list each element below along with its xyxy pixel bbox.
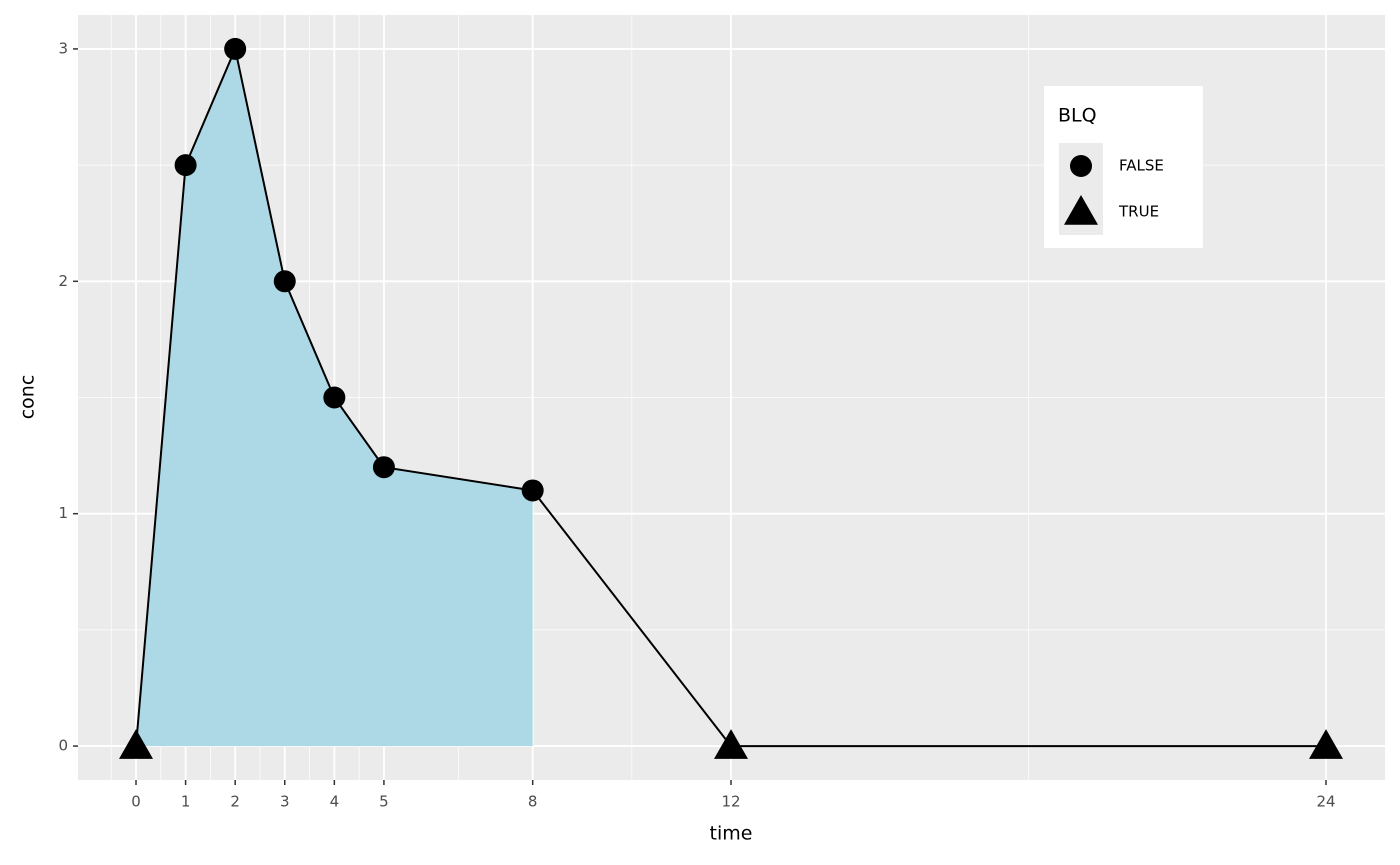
legend-label: FALSE — [1119, 157, 1164, 175]
point — [323, 386, 346, 409]
x-tick-label: 4 — [330, 793, 340, 811]
x-axis-title: time — [710, 823, 753, 845]
y-tick-label: 0 — [58, 737, 68, 755]
legend-label: TRUE — [1118, 203, 1159, 221]
y-tick-label: 3 — [58, 39, 68, 57]
point — [174, 154, 197, 177]
x-tick-label: 1 — [181, 793, 191, 811]
point — [273, 270, 296, 293]
y-axis-title: conc — [17, 375, 39, 420]
point — [714, 729, 749, 759]
y-tick-label: 2 — [58, 272, 68, 290]
point — [119, 729, 154, 759]
marks — [119, 37, 1343, 759]
legend: BLQ FALSE TRUE — [1044, 86, 1203, 248]
point — [1308, 729, 1343, 759]
legend-symbol — [1070, 155, 1092, 177]
x-tick-label: 0 — [131, 793, 141, 811]
x-tick-label: 3 — [280, 793, 290, 811]
x-tick-label: 2 — [230, 793, 240, 811]
legend-title: BLQ — [1058, 105, 1097, 127]
point — [224, 37, 247, 60]
x-tick-label: 12 — [721, 793, 740, 811]
x-tick-label: 8 — [528, 793, 538, 811]
point — [372, 456, 395, 479]
y-tick-label: 1 — [58, 504, 68, 522]
x-tick-label: 5 — [379, 793, 389, 811]
x-tick-label: 24 — [1316, 793, 1335, 811]
legend-symbol — [1064, 195, 1098, 225]
point — [521, 479, 544, 502]
